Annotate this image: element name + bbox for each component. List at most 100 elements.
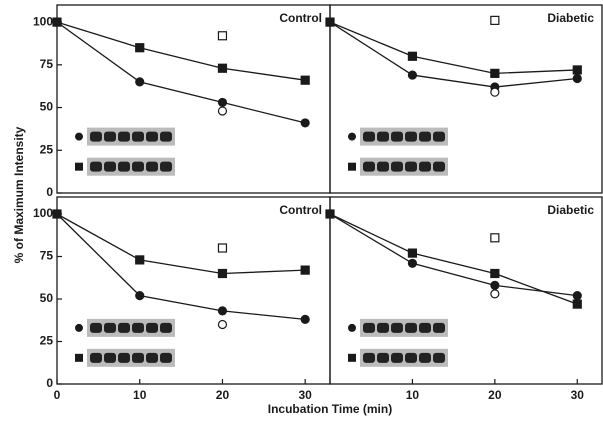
square-marker: [572, 299, 582, 309]
blot-band: [363, 322, 375, 333]
blot-band: [405, 352, 417, 363]
y-tick-label: 25: [40, 334, 54, 348]
circle-marker: [217, 306, 228, 316]
blot-key: [75, 132, 83, 141]
blot-band: [146, 131, 158, 142]
blot-band: [90, 352, 102, 363]
square-marker: [217, 63, 228, 73]
circle-marker: [52, 209, 62, 219]
blot-band: [118, 161, 130, 172]
square-marker: [490, 268, 500, 279]
circle-marker: [490, 289, 500, 299]
panel-title: Diabetic: [547, 11, 594, 25]
circle-marker: [325, 17, 335, 27]
series-line: [56, 21, 306, 81]
series-line: [329, 21, 578, 88]
circle-marker: [490, 280, 500, 290]
blot-band: [419, 131, 431, 142]
blot-band: [104, 161, 116, 172]
blot-key: [348, 162, 356, 171]
circle-marker: [572, 291, 582, 301]
series-line: [329, 213, 578, 305]
blot-band: [118, 322, 130, 333]
blot-band: [90, 322, 102, 333]
series-line: [56, 213, 306, 321]
y-tick-label: 50: [40, 291, 54, 305]
square-marker: [300, 75, 310, 85]
circle-marker: [572, 73, 582, 84]
blot-key: [348, 323, 356, 332]
square-marker: [490, 15, 500, 25]
circle-marker: [407, 70, 418, 80]
circle-marker: [490, 87, 500, 97]
square-marker: [300, 265, 310, 275]
panel-title: Control: [279, 11, 322, 25]
blot-band: [419, 322, 431, 333]
blot-band: [377, 161, 389, 172]
panel-title: Diabetic: [547, 203, 594, 217]
x-tick-label: 10: [133, 388, 147, 402]
y-tick-label: 100: [33, 14, 53, 28]
blot-band: [90, 131, 102, 142]
circle-marker: [300, 314, 310, 324]
y-tick-label: 25: [40, 142, 54, 156]
blot-band: [146, 352, 158, 363]
square-marker: [217, 31, 228, 41]
blot-band: [146, 161, 158, 172]
blot-band: [391, 131, 403, 142]
circle-marker: [135, 77, 145, 87]
x-tick-label: 0: [54, 388, 61, 402]
blot-key: [75, 162, 83, 171]
square-marker: [490, 233, 500, 243]
blot-band: [132, 131, 144, 142]
blot-band: [405, 131, 417, 142]
blot-band: [391, 322, 403, 333]
circle-marker: [217, 97, 228, 108]
series-line: [56, 21, 306, 124]
square-marker: [407, 248, 418, 258]
blot-band: [377, 352, 389, 363]
blot-key: [75, 323, 83, 332]
circle-marker: [325, 209, 335, 219]
x-tick-label: 30: [571, 388, 585, 402]
panel-frame: [329, 196, 603, 385]
square-marker: [217, 268, 228, 279]
blot-band: [104, 131, 116, 142]
series-line: [329, 213, 578, 297]
circle-marker: [407, 258, 418, 268]
y-axis-label: % of Maximum Intensity: [12, 126, 26, 263]
y-tick-label: 75: [40, 57, 54, 71]
panel-title: Control: [279, 203, 322, 217]
square-marker: [407, 51, 418, 61]
y-tick-label: 50: [40, 100, 54, 114]
blot-band: [433, 322, 445, 333]
blot-band: [405, 322, 417, 333]
blot-band: [132, 161, 144, 172]
blot-key: [75, 353, 83, 362]
blot-band: [132, 352, 144, 363]
blot-band: [90, 161, 102, 172]
blot-band: [391, 352, 403, 363]
y-tick-label: 100: [33, 206, 53, 220]
blot-band: [363, 131, 375, 142]
x-tick-label: 10: [406, 388, 420, 402]
blot-band: [363, 161, 375, 172]
circle-marker: [300, 118, 310, 128]
blot-band: [118, 131, 130, 142]
blot-band: [433, 131, 445, 142]
x-axis-label: Incubation Time (min): [268, 402, 392, 416]
square-marker: [490, 68, 500, 78]
blot-band: [363, 352, 375, 363]
blot-band: [419, 161, 431, 172]
series-line: [329, 21, 578, 75]
blot-band: [391, 161, 403, 172]
blot-band: [377, 131, 389, 142]
blot-band: [160, 352, 172, 363]
blot-band: [419, 352, 431, 363]
blot-band: [160, 161, 172, 172]
blot-band: [377, 322, 389, 333]
y-tick-label: 0: [46, 376, 53, 390]
square-marker: [217, 243, 228, 253]
blot-band: [146, 322, 158, 333]
